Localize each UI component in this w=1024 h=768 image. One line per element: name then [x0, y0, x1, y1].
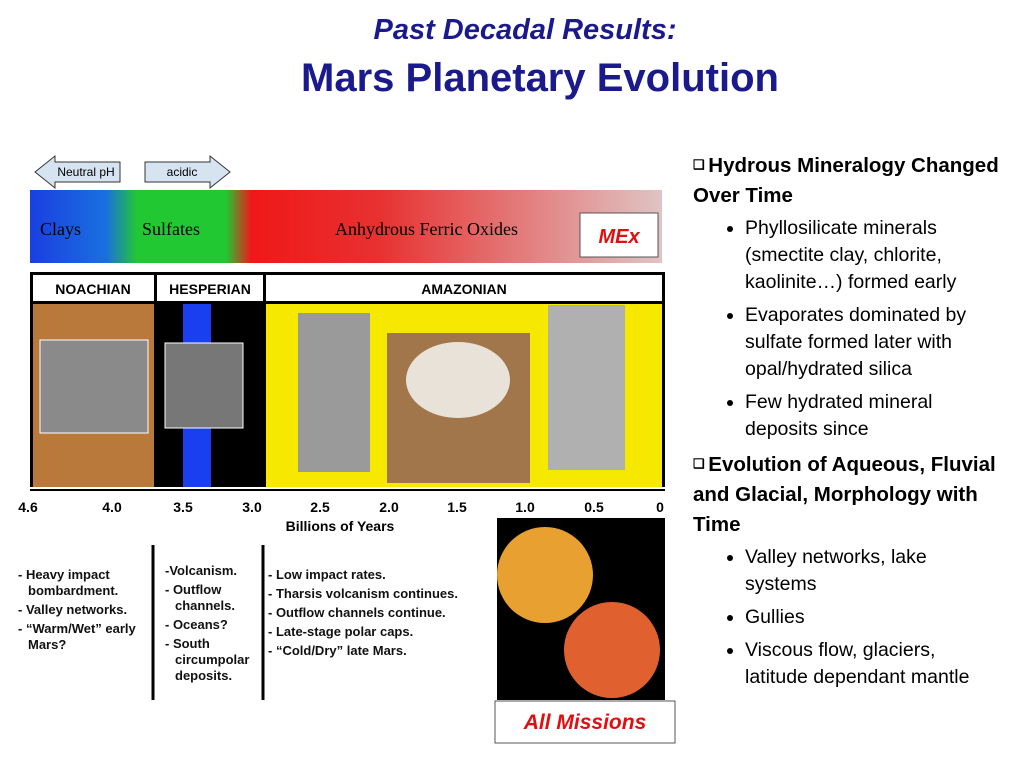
band-label: Sulfates [142, 219, 200, 239]
title-line1: Past Decadal Results: [373, 14, 677, 46]
axis-tick-label: 2.0 [379, 499, 399, 515]
band-label: Clays [40, 219, 81, 239]
bullet-heading: Hydrous Mineralogy Changed Over Time [693, 150, 1003, 211]
era-notes: - Low impact rates. - Tharsis volcanism c… [268, 567, 496, 662]
bullet-item: Few hydrated mineral deposits since [745, 389, 1003, 443]
bullet-item: Valley networks, lake systems [745, 544, 1003, 598]
mex-label: MEx [598, 226, 640, 248]
era-header [33, 275, 154, 301]
arrow-left [34, 154, 121, 190]
axis-tick-label: 0.5 [584, 499, 604, 515]
bullet-item: Viscous flow, glaciers, latitude dependa… [745, 637, 1003, 691]
image [406, 342, 510, 418]
axis-tick-label: 4.6 [18, 499, 38, 515]
ph-label: acidic [167, 165, 198, 179]
image [548, 305, 625, 470]
image [39, 339, 149, 434]
axis-tick-label: 2.5 [310, 499, 330, 515]
axis-tick-label: 3.0 [242, 499, 262, 515]
bullet-column: Hydrous Mineralogy Changed Over TimePhyl… [693, 150, 1003, 697]
era-notes: - Heavy impact bombardment. - Valley netw… [18, 567, 148, 656]
era-note: - “Warm/Wet” early Mars? [18, 621, 136, 652]
band-label: Anhydrous Ferric Oxides [335, 219, 518, 239]
globe [564, 602, 660, 698]
axis-tick-label: 0 [656, 499, 664, 515]
bullet-list: Phyllosilicate minerals (smectite clay, … [693, 215, 1003, 443]
era-label: NOACHIAN [55, 281, 130, 297]
era-header [157, 275, 263, 301]
globe [497, 527, 593, 623]
image [298, 313, 370, 472]
bullet-heading: Evolution of Aqueous, Fluvial and Glacia… [693, 449, 1003, 540]
bullet-item: Gullies [745, 604, 1003, 631]
mineral-gradient [30, 190, 662, 263]
bullet-item: Evaporates dominated by sulfate formed l… [745, 302, 1003, 383]
axis-label: Billions of Years [286, 518, 395, 534]
missions-label: All Missions [523, 711, 647, 734]
ph-label: Neutral pH [57, 165, 114, 179]
era-note: - South circumpolar deposits. [165, 636, 250, 683]
era-header [266, 275, 662, 301]
evolution-figure: Neutral pH acidic Clays Sulfates Anhydro… [18, 154, 676, 744]
era-note: - Outflow channels. [165, 582, 235, 613]
axis-tick-label: 3.5 [173, 499, 193, 515]
missions-box [494, 700, 676, 744]
era-notes: -Volcanism. - Outflow channels. - Oceans? -… [165, 563, 257, 687]
era-note: - Outflow channels continue. [268, 605, 446, 620]
era-note: - Low impact rates. [268, 567, 386, 582]
bullet-item: Phyllosilicate minerals (smectite clay, … [745, 215, 1003, 296]
axis-tick-label: 4.0 [102, 499, 122, 515]
era-note: - Late-stage polar caps. [268, 624, 414, 639]
axis-tick-label: 1.0 [515, 499, 535, 515]
arrow-right [144, 154, 231, 190]
era-note: - Tharsis volcanism continues. [268, 586, 458, 601]
title-line2: Mars Planetary Evolution [301, 56, 779, 100]
era-note: - “Cold/Dry” late Mars. [268, 643, 407, 658]
era-note: - Oceans? [165, 617, 228, 632]
mex-box [579, 212, 659, 258]
era-label: HESPERIAN [169, 281, 251, 297]
bullet-list: Valley networks, lake systems Gullies Visc… [693, 544, 1003, 691]
era-label: AMAZONIAN [421, 281, 507, 297]
era-note: - Heavy impact bombardment. [18, 567, 119, 598]
era-note: - Valley networks. [18, 602, 128, 617]
image [164, 342, 244, 429]
axis-tick-label: 1.5 [447, 499, 467, 515]
era-note: -Volcanism. [165, 563, 238, 578]
